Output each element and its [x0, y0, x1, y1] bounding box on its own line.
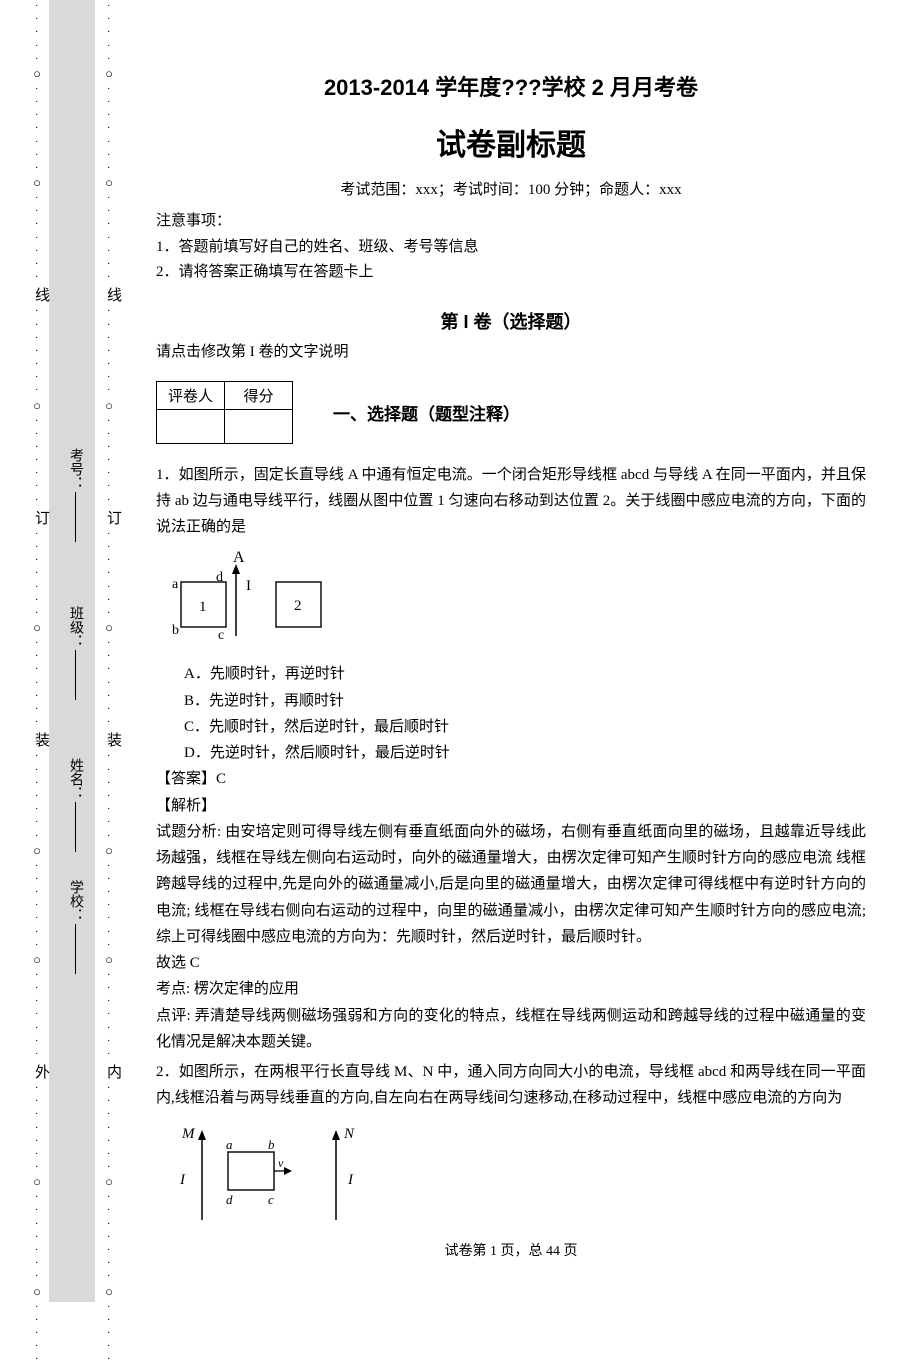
field-label: 姓名：	[68, 758, 83, 800]
svg-text:I: I	[347, 1172, 354, 1188]
svg-text:I: I	[246, 578, 251, 594]
field-label: 班级：	[68, 606, 83, 648]
q1-exp-topic: 考点: 楞次定律的应用	[156, 976, 866, 1002]
svg-text:A: A	[233, 549, 245, 566]
title-sub: 试卷副标题	[156, 120, 866, 164]
section-desc: 请点击修改第 I 卷的文字说明	[156, 340, 866, 361]
scorer-cell: 评卷人	[157, 381, 225, 409]
svg-text:c: c	[268, 1192, 274, 1207]
q1-exp-comment: 点评: 弄清楚导线两侧磁场强弱和方向的变化的特点，线框在导线两侧运动和跨越导线的…	[156, 1003, 866, 1056]
field-class: 班级：	[65, 606, 85, 700]
page-content: 2013-2014 学年度???学校 2 月月考卷 试卷副标题 考试范围：xxx…	[156, 70, 866, 1243]
svg-text:b: b	[172, 623, 179, 638]
opt-c: C．先顺时针，然后逆时针，最后顺时针	[156, 714, 866, 740]
field-label: 学校：	[68, 880, 83, 922]
q1-figure: A I a d b c 1 2	[166, 548, 866, 653]
notice-block: 注意事项： 1．答题前填写好自己的姓名、班级、考号等信息 2．请将答案正确填写在…	[156, 209, 866, 286]
opt-d: D．先逆时针，然后顺时针，最后逆时针	[156, 740, 866, 766]
page-footer: 试卷第 1 页，总 44 页	[156, 1240, 866, 1260]
score-cell: 得分	[225, 381, 293, 409]
notice-head: 注意事项：	[156, 209, 866, 235]
svg-text:d: d	[216, 570, 223, 585]
opt-b: B．先逆时针，再顺时针	[156, 688, 866, 714]
notice-item: 2．请将答案正确填写在答题卡上	[156, 260, 866, 286]
section-head: 第 I 卷（选择题）	[156, 308, 866, 334]
dotted-margin-outer: ·····○·······○·······线·······○·······订··…	[30, 0, 44, 1302]
svg-text:N: N	[343, 1126, 355, 1142]
q1-answer: 【答案】C	[156, 766, 866, 792]
notice-item: 1．答题前填写好自己的姓名、班级、考号等信息	[156, 235, 866, 261]
svg-text:1: 1	[199, 599, 207, 615]
svg-text:d: d	[226, 1192, 233, 1207]
field-examno: 考号：	[65, 448, 85, 542]
blank-cell	[225, 409, 293, 443]
svg-text:2: 2	[294, 598, 302, 614]
svg-text:M: M	[181, 1126, 196, 1142]
question-1: 1．如图所示，固定长直导线 A 中通有恒定电流。一个闭合矩形导线框 abcd 与…	[156, 462, 866, 1056]
q2-stem: 2．如图所示，在两根平行长直导线 M、N 中，通入同方向同大小的电流，导线框 a…	[156, 1059, 866, 1112]
svg-text:I: I	[179, 1172, 186, 1188]
q1-stem: 1．如图所示，固定长直导线 A 中通有恒定电流。一个闭合矩形导线框 abcd 与…	[156, 462, 866, 541]
field-school: 学校：	[65, 880, 85, 974]
exam-info: 考试范围：xxx；考试时间：100 分钟；命题人：xxx	[156, 178, 866, 199]
title-main: 2013-2014 学年度???学校 2 月月考卷	[156, 70, 866, 102]
svg-text:c: c	[218, 628, 224, 643]
svg-text:a: a	[172, 577, 179, 592]
q1-options: A．先顺时针，再逆时针 B．先逆时针，再顺时针 C．先顺时针，然后逆时针，最后顺…	[156, 661, 866, 766]
opt-a: A．先顺时针，再逆时针	[156, 661, 866, 687]
dotted-margin-inner: ·····○·······○·······线·······○·······订··…	[102, 0, 116, 1302]
question-2: 2．如图所示，在两根平行长直导线 M、N 中，通入同方向同大小的电流，导线框 a…	[156, 1059, 866, 1235]
svg-text:v: v	[278, 1156, 284, 1170]
q1-exp-body: 试题分析: 由安培定则可得导线左侧有垂直纸面向外的磁场，右侧有垂直纸面向里的磁场…	[156, 819, 866, 950]
q1-exp-head: 【解析】	[156, 793, 866, 819]
section-type: 一、选择题（题型注释）	[333, 400, 520, 425]
svg-text:a: a	[226, 1137, 233, 1152]
svg-text:b: b	[268, 1137, 275, 1152]
score-table: 评卷人 得分	[156, 381, 293, 444]
q2-figure: M I N I a b d c v	[166, 1120, 866, 1235]
field-name: 姓名：	[65, 758, 85, 852]
blank-cell	[157, 409, 225, 443]
score-row: 评卷人 得分 一、选择题（题型注释）	[156, 381, 866, 444]
q1-exp-pick: 故选 C	[156, 950, 866, 976]
field-label: 考号：	[68, 448, 83, 490]
